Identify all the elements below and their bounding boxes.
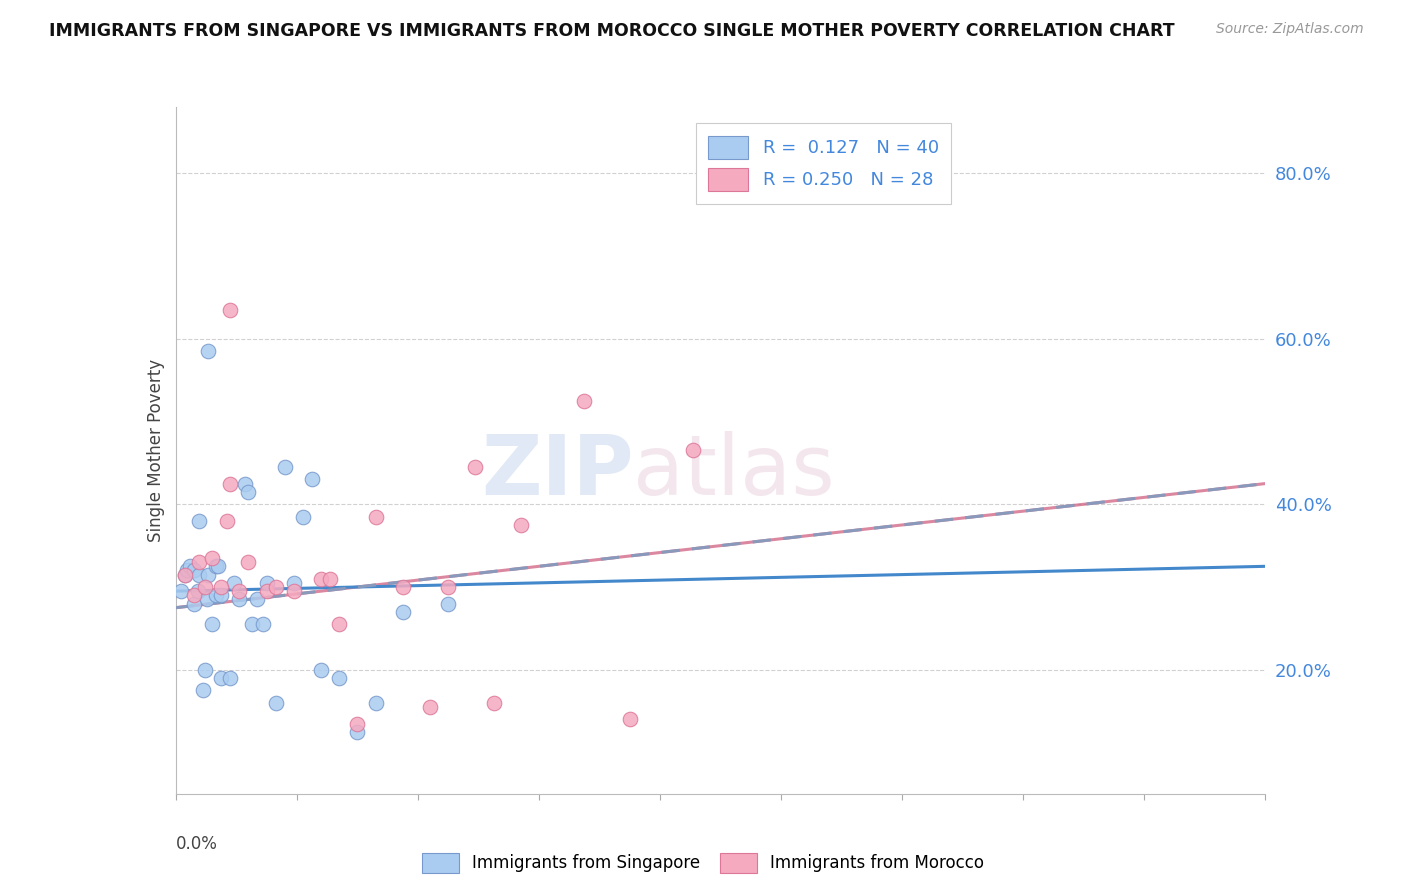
Point [482,696,505,710]
Point [209,588,232,602]
Point [391,580,413,594]
Legend: Immigrants from Singapore, Immigrants from Morocco: Immigrants from Singapore, Immigrants fr… [415,847,991,880]
Point [464,460,486,475]
Point [346,724,368,739]
Point [256,575,278,590]
Point [238,484,260,499]
Point [682,443,704,458]
Point [195,592,218,607]
Point [204,559,226,574]
Point [183,588,205,602]
Point [197,567,219,582]
Point [256,584,278,599]
Text: ZIP: ZIP [481,431,633,512]
Point [194,580,217,594]
Point [264,696,287,710]
Point [437,597,460,611]
Point [246,592,269,607]
Point [283,584,305,599]
Point [283,575,305,590]
Point [419,700,441,714]
Point [179,559,201,574]
Point [228,592,250,607]
Point [170,584,193,599]
Text: IMMIGRANTS FROM SINGAPORE VS IMMIGRANTS FROM MOROCCO SINGLE MOTHER POVERTY CORRE: IMMIGRANTS FROM SINGAPORE VS IMMIGRANTS … [49,22,1175,40]
Point [364,509,387,524]
Point [274,460,297,475]
Point [233,476,256,491]
Point [319,572,342,586]
Point [328,617,350,632]
Point [346,716,368,731]
Point [219,476,242,491]
Point [219,671,242,685]
Point [183,564,205,578]
Point [222,575,245,590]
Point [194,663,217,677]
Point [215,514,238,528]
Y-axis label: Single Mother Poverty: Single Mother Poverty [146,359,165,542]
Point [238,555,260,569]
Point [188,514,211,528]
Point [186,584,209,599]
Point [574,393,596,408]
Point [301,472,323,486]
Point [309,572,332,586]
Point [176,564,198,578]
Point [173,567,195,582]
Point [188,567,211,582]
Text: atlas: atlas [633,431,835,512]
Point [188,555,211,569]
Point [437,580,460,594]
Text: Source: ZipAtlas.com: Source: ZipAtlas.com [1216,22,1364,37]
Point [240,617,263,632]
Point [228,584,250,599]
Point [173,567,195,582]
Point [183,597,205,611]
Point [209,671,232,685]
Point [391,605,413,619]
Text: 0.0%: 0.0% [176,835,218,853]
Point [201,617,224,632]
Point [207,559,229,574]
Legend: R =  0.127   N = 40, R = 0.250   N = 28: R = 0.127 N = 40, R = 0.250 N = 28 [696,123,952,203]
Point [364,696,387,710]
Point [509,517,531,532]
Point [291,509,314,524]
Point [328,671,350,685]
Point [219,302,242,317]
Point [252,617,274,632]
Point [201,551,224,566]
Point [204,588,226,602]
Point [619,713,641,727]
Point [309,663,332,677]
Point [197,344,219,359]
Point [264,580,287,594]
Point [191,683,214,698]
Point [209,580,232,594]
